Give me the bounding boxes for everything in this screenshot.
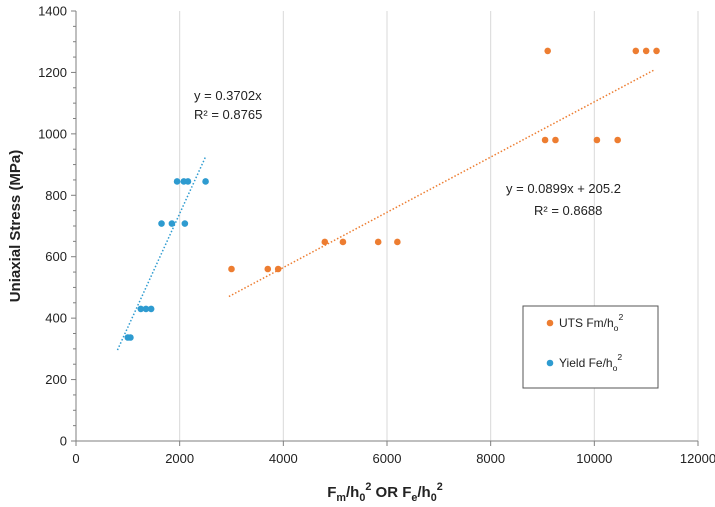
yield-legend-marker: [546, 359, 554, 367]
yield-data-point: [181, 220, 189, 227]
uts-data-point: [264, 265, 272, 273]
x-tick-label: 12000: [680, 451, 715, 466]
uts-legend-label: UTS Fm/ho2: [559, 312, 623, 333]
y-tick-label: 1000: [38, 126, 67, 141]
y-tick-label: 1200: [38, 65, 67, 80]
uts-equation: y = 0.0899x + 205.2: [506, 181, 621, 196]
uts-data-point: [374, 238, 382, 246]
uts-r-squared: R² = 0.8688: [534, 203, 602, 218]
trendlines: [116, 69, 655, 351]
yield-data-point: [137, 305, 145, 313]
uts-data-point: [642, 47, 650, 55]
yield-data-point: [184, 178, 192, 185]
y-axis-title: Uniaxial Stress (MPa): [7, 150, 24, 303]
yield-data-point: [127, 334, 134, 341]
data-points: [124, 47, 660, 341]
tick-labels: 0 2000 4000 6000 8000 10000 12000 0 200 400 600 800…: [38, 4, 715, 467]
uts-data-point: [228, 265, 235, 273]
yield-data-point: [168, 220, 176, 227]
uts-data-point: [274, 265, 282, 273]
uts-data-point: [653, 47, 660, 55]
x-tick-label: 8000: [476, 451, 505, 466]
uts-data-point: [394, 238, 401, 246]
trendline-annotations: y = 0.3702x R² = 0.8765 y = 0.0899x + 20…: [194, 88, 621, 218]
uts-data-point: [593, 136, 601, 144]
uts-legend-marker: [546, 319, 554, 327]
uts-data-point: [541, 136, 549, 144]
y-tick-label: 0: [60, 434, 67, 449]
yield-data-point: [202, 178, 209, 185]
yield-data-point: [173, 178, 181, 185]
yield-equation: y = 0.3702x: [194, 88, 262, 103]
uts-data-point: [614, 136, 621, 144]
yield-data-point: [158, 220, 165, 227]
yield-r-squared: R² = 0.8765: [194, 107, 262, 122]
y-tick-label: 600: [45, 249, 67, 264]
y-tick-label: 400: [45, 311, 67, 326]
yield-legend-label: Yield Fe/ho2: [559, 352, 622, 373]
yield-data-point: [142, 305, 150, 313]
x-tick-label: 4000: [269, 451, 298, 466]
axes: [71, 10, 699, 446]
uts-data-point: [552, 136, 559, 144]
uts-data-point: [339, 238, 347, 246]
uts-data-point: [632, 47, 640, 55]
x-axis-title: Fm/h02 OR Fe/h02: [327, 481, 443, 504]
y-tick-label: 200: [45, 372, 67, 387]
x-tick-label: 0: [72, 451, 79, 466]
y-tick-label: 1400: [38, 4, 67, 19]
legend-box: [522, 305, 659, 389]
uts-data-point: [321, 238, 329, 246]
uts-data-point: [544, 47, 551, 55]
x-tick-label: 6000: [373, 451, 402, 466]
y-tick-label: 800: [45, 188, 67, 203]
yield-data-point: [147, 305, 155, 313]
grid: [179, 11, 699, 441]
legend: UTS Fm/ho2 Yield Fe/ho2: [522, 305, 659, 389]
x-tick-label: 2000: [165, 451, 194, 466]
x-tick-label: 10000: [576, 451, 612, 466]
yield-trendline: [116, 156, 207, 351]
